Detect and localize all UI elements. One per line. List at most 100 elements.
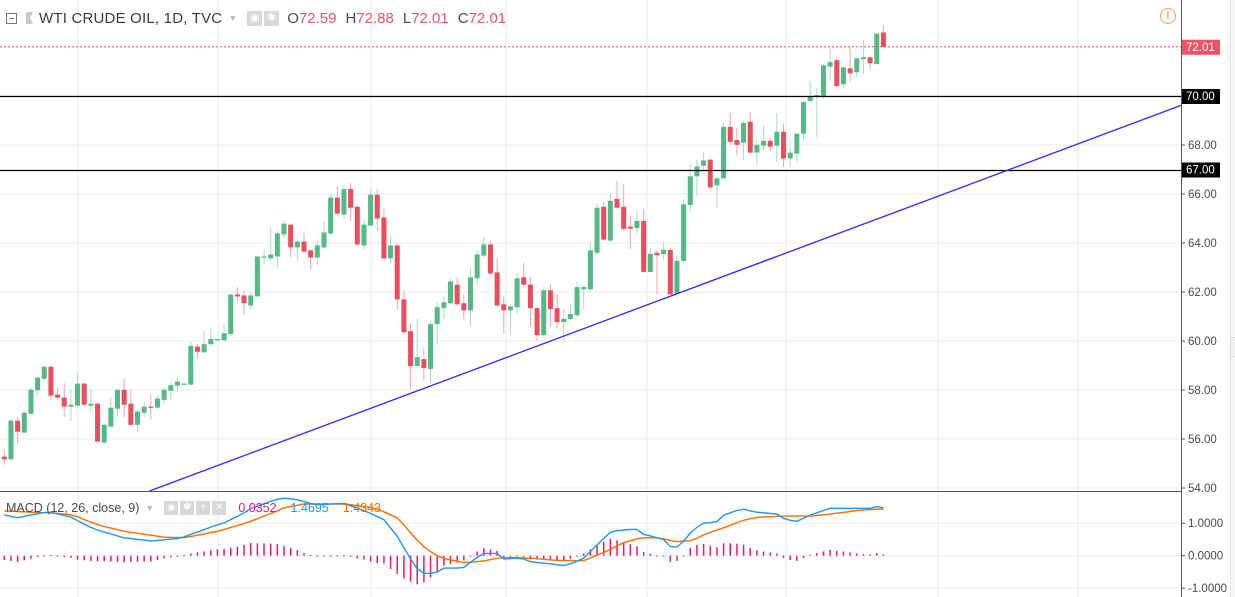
flag-icon[interactable]	[26, 12, 33, 24]
candle-up	[581, 287, 587, 290]
histogram-bar	[662, 555, 665, 557]
eye-icon[interactable]: ◉	[164, 501, 179, 515]
gear-icon[interactable]: ✱	[180, 501, 195, 515]
candle-up	[761, 140, 767, 146]
candle-up	[261, 256, 267, 258]
gear-icon[interactable]: ✱	[264, 10, 280, 26]
histogram-bar	[90, 555, 92, 561]
histogram-bar	[356, 555, 359, 559]
last-price-label-background	[1182, 39, 1220, 55]
candle-up	[474, 254, 480, 279]
histogram-bar	[716, 547, 718, 556]
candle-down	[547, 290, 553, 310]
macd-value: 1.4695	[290, 501, 329, 515]
candle-down	[148, 406, 154, 408]
candle-up	[607, 200, 613, 241]
histogram-bar	[23, 555, 26, 561]
candle-up	[647, 254, 653, 272]
candle-up	[341, 189, 347, 215]
candle-up	[368, 194, 374, 226]
histogram-bar	[829, 549, 831, 556]
histogram-bar	[336, 555, 339, 557]
candle-down	[421, 359, 427, 368]
histogram-bar	[882, 554, 885, 556]
candle-up	[701, 160, 707, 166]
candle-up	[428, 324, 434, 369]
symbol-legend: WTI CRUDE OIL, 1D, TVC ▼ ◉ ✱ O72.59 H72.…	[6, 8, 515, 28]
candle-up	[481, 244, 487, 256]
candle-down	[288, 224, 294, 248]
candle-down	[627, 226, 633, 229]
level-price-label: 70.00	[1186, 91, 1215, 103]
plus-icon[interactable]: +	[196, 501, 211, 515]
histogram-bar	[229, 547, 232, 556]
symbol-title[interactable]: WTI CRUDE OIL, 1D, TVC	[39, 9, 223, 27]
histogram-bar	[143, 555, 145, 562]
histogram-bar	[869, 554, 871, 556]
histogram-bar	[576, 555, 578, 557]
candle-up	[414, 357, 420, 366]
macd-title[interactable]: MACD (12, 26, close, 9)	[6, 501, 140, 515]
candle-up	[101, 424, 107, 443]
candle-up	[181, 383, 187, 385]
histogram-bar	[409, 555, 412, 582]
histogram-bar	[289, 547, 292, 556]
histogram-bar	[762, 551, 765, 556]
candle-down	[121, 389, 127, 405]
histogram-bar	[636, 546, 638, 556]
histogram-bar	[3, 555, 6, 560]
histogram-bar	[309, 555, 312, 557]
candle-down	[654, 252, 660, 256]
candle-up	[687, 176, 693, 206]
candle-up	[214, 339, 220, 341]
histogram-bar	[349, 555, 352, 557]
open-value: O72.59	[287, 9, 337, 27]
candle-up	[314, 245, 320, 258]
histogram-bar	[70, 555, 72, 558]
collapse-icon[interactable]	[6, 12, 17, 24]
histogram-bar	[190, 553, 192, 556]
warning-icon[interactable]: !	[1160, 8, 1176, 24]
candle-up	[441, 302, 447, 309]
histogram-bar	[43, 555, 46, 557]
candle-down	[867, 57, 873, 64]
chevron-down-icon[interactable]: ▼	[228, 13, 238, 23]
histogram-bar	[596, 545, 598, 556]
candle-up	[154, 398, 160, 408]
candle-up	[794, 133, 800, 154]
histogram-bar	[842, 551, 845, 556]
candle-down	[880, 32, 886, 47]
histogram-bar	[456, 555, 458, 563]
histogram-bar	[856, 553, 858, 556]
candle-down	[334, 197, 340, 214]
candle-up	[594, 207, 600, 253]
drawings[interactable]	[0, 46, 1182, 492]
candle-up	[281, 223, 287, 235]
side-panel-toggle[interactable]	[1230, 337, 1235, 357]
histogram-bar	[822, 551, 825, 556]
candle-down	[487, 244, 493, 274]
histogram-bar	[642, 552, 645, 556]
candle-up	[135, 411, 140, 425]
histogram-bar	[476, 551, 478, 556]
candle-up	[807, 96, 813, 101]
close-icon[interactable]: ✕	[212, 501, 227, 515]
candle-down	[454, 284, 460, 305]
histogram-bar	[303, 553, 305, 556]
histogram-bar	[369, 555, 372, 562]
chevron-down-icon[interactable]: ▼	[145, 503, 155, 513]
histogram-bar	[776, 553, 778, 556]
candle-up	[801, 102, 806, 134]
eye-icon[interactable]: ◉	[247, 10, 263, 26]
candle-down	[301, 241, 307, 252]
histogram-bar	[483, 548, 485, 556]
histogram-bar	[722, 543, 725, 556]
candle-up	[714, 178, 720, 186]
histogram-bar	[216, 549, 219, 556]
histogram-bar	[156, 555, 159, 560]
candle-up	[28, 389, 34, 414]
candle-down	[501, 304, 507, 311]
candle-up	[634, 220, 640, 229]
